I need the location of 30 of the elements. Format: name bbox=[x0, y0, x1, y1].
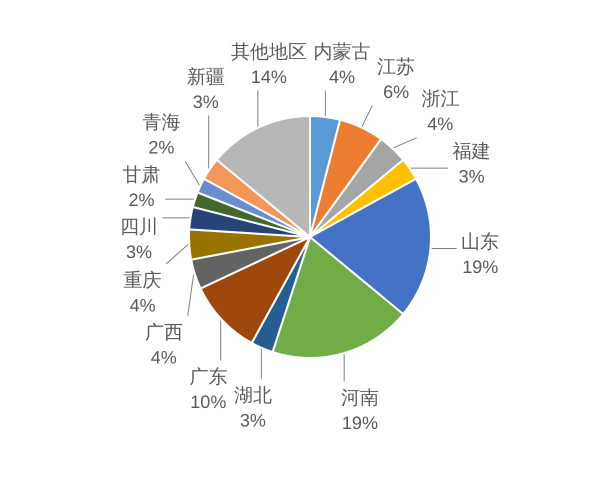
data-label: 19% bbox=[342, 412, 378, 433]
data-label: 19% bbox=[462, 257, 498, 278]
slice-label: 山东 bbox=[461, 232, 500, 254]
slice-label: 河南 bbox=[340, 388, 379, 409]
slice-label: 甘肃 bbox=[122, 164, 161, 186]
slice-label: 四川 bbox=[120, 217, 158, 238]
slice-label: 浙江 bbox=[421, 88, 460, 110]
data-label: 14% bbox=[250, 66, 287, 87]
data-label: 2% bbox=[128, 190, 155, 210]
data-label: 4% bbox=[328, 66, 355, 87]
slice-label: 广西 bbox=[144, 322, 183, 344]
data-label: 6% bbox=[383, 82, 410, 102]
data-label: 3% bbox=[192, 92, 219, 112]
data-label: 2% bbox=[148, 138, 174, 158]
data-label: 10% bbox=[190, 392, 226, 412]
slice-label: 青海 bbox=[142, 112, 180, 134]
slice-label: 湖北 bbox=[234, 386, 272, 407]
slice-label: 重庆 bbox=[124, 270, 162, 292]
slice-label: 广东 bbox=[189, 366, 228, 388]
slice-label: 内蒙古 bbox=[313, 42, 370, 63]
slice-label: 新疆 bbox=[186, 66, 225, 88]
slice-label: 福建 bbox=[452, 141, 491, 162]
data-label: 3% bbox=[458, 166, 485, 186]
data-label: 4% bbox=[427, 114, 454, 134]
data-label: 4% bbox=[130, 296, 156, 316]
slice-label: 其他地区 bbox=[230, 42, 307, 63]
data-label: 3% bbox=[240, 410, 266, 431]
data-label: 4% bbox=[150, 348, 177, 368]
slice-label: 江苏 bbox=[377, 56, 416, 78]
data-label: 3% bbox=[126, 242, 152, 262]
